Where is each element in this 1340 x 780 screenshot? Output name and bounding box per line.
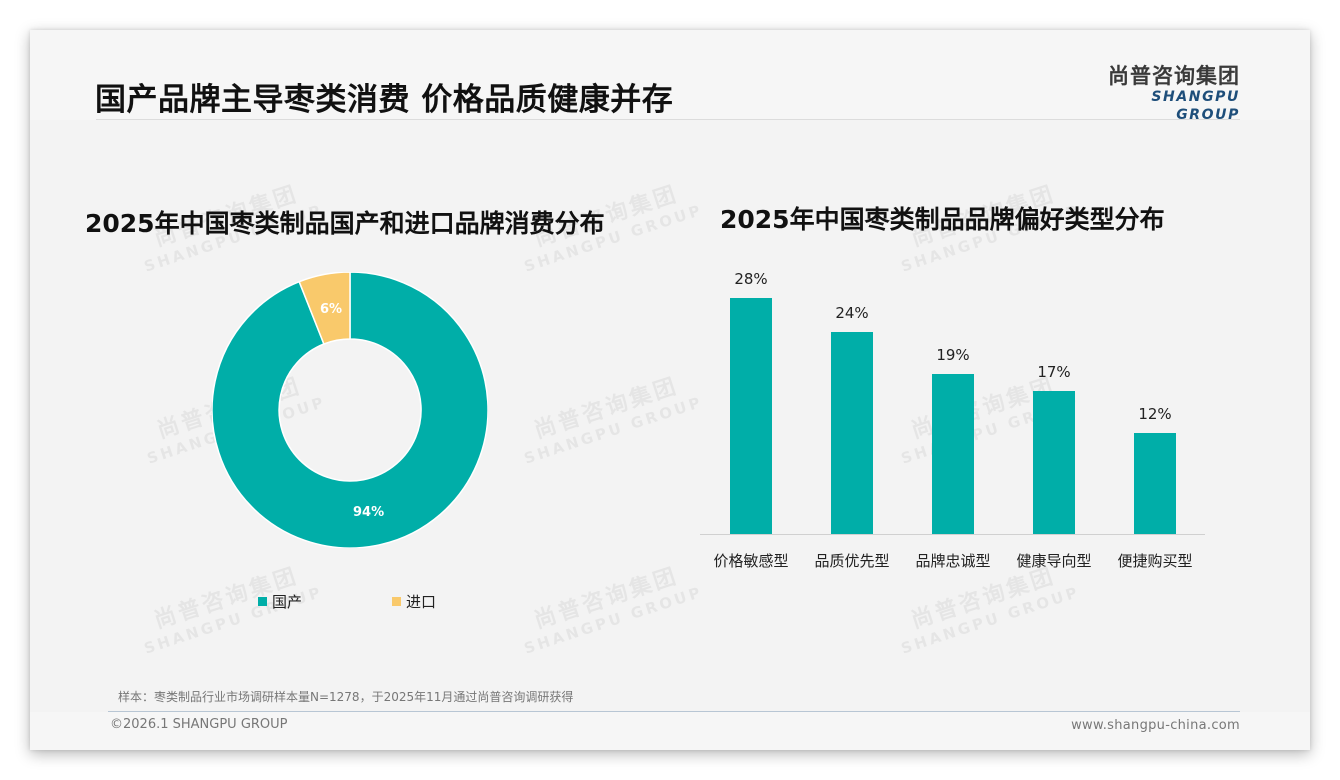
copyright: ©2026.1 SHANGPU GROUP xyxy=(110,717,288,732)
x-axis-line xyxy=(700,534,1205,535)
donut-label-domestic: 94% xyxy=(353,505,385,520)
footer-band xyxy=(30,712,1310,750)
legend-item-domestic: 国产 xyxy=(258,591,302,612)
legend-swatch-imported xyxy=(392,597,401,606)
donut-chart xyxy=(212,272,488,548)
legend-item-imported: 进口 xyxy=(392,591,436,612)
bar-category: 健康导向型 xyxy=(1016,552,1092,570)
logo: 尚普咨询集团 SHANGPU GROUP xyxy=(1088,64,1240,124)
header-divider xyxy=(96,119,1240,120)
footer-divider xyxy=(108,711,1240,712)
donut-slice-imported xyxy=(298,272,351,345)
bar-category: 便捷购买型 xyxy=(1117,552,1193,570)
legend-label: 国产 xyxy=(272,593,303,611)
bar-value: 28% xyxy=(734,270,768,288)
sample-note: 样本：枣类制品行业市场调研样本量N=1278，于2025年11月通过尚普咨询调研… xyxy=(118,690,574,704)
bar-category: 品质优先型 xyxy=(814,552,890,570)
bar-price-sensitive xyxy=(730,298,772,534)
donut-chart-title: 2025年中国枣类制品国产和进口品牌消费分布 xyxy=(85,209,605,238)
page-title: 国产品牌主导枣类消费 价格品质健康并存 xyxy=(95,82,674,118)
logo-cn-text: 尚普咨询集团 xyxy=(1108,64,1240,88)
donut-slice-domestic xyxy=(212,272,488,548)
bar-category: 品牌忠诚型 xyxy=(915,552,991,570)
bar-value: 12% xyxy=(1138,405,1172,423)
bar-brand-loyal xyxy=(932,374,974,534)
header-band xyxy=(30,30,1310,120)
bar-value: 17% xyxy=(1037,363,1071,381)
legend-swatch-domestic xyxy=(258,597,267,606)
website-link[interactable]: www.shangpu-china.com xyxy=(1071,718,1240,733)
bar-value: 19% xyxy=(936,346,970,364)
bar-health-oriented xyxy=(1033,391,1075,534)
bar-value: 24% xyxy=(835,304,869,322)
donut-label-imported: 6% xyxy=(320,302,343,317)
slide: 国产品牌主导枣类消费 价格品质健康并存 尚普咨询集团 SHANGPU GROUP… xyxy=(30,30,1310,750)
logo-en-text: SHANGPU GROUP xyxy=(1151,89,1240,123)
bar-quality-first xyxy=(831,332,873,534)
bar-chart-title: 2025年中国枣类制品品牌偏好类型分布 xyxy=(720,205,1165,234)
bar-category: 价格敏感型 xyxy=(713,552,789,570)
bar-convenience xyxy=(1134,433,1176,534)
legend-label: 进口 xyxy=(406,593,437,611)
